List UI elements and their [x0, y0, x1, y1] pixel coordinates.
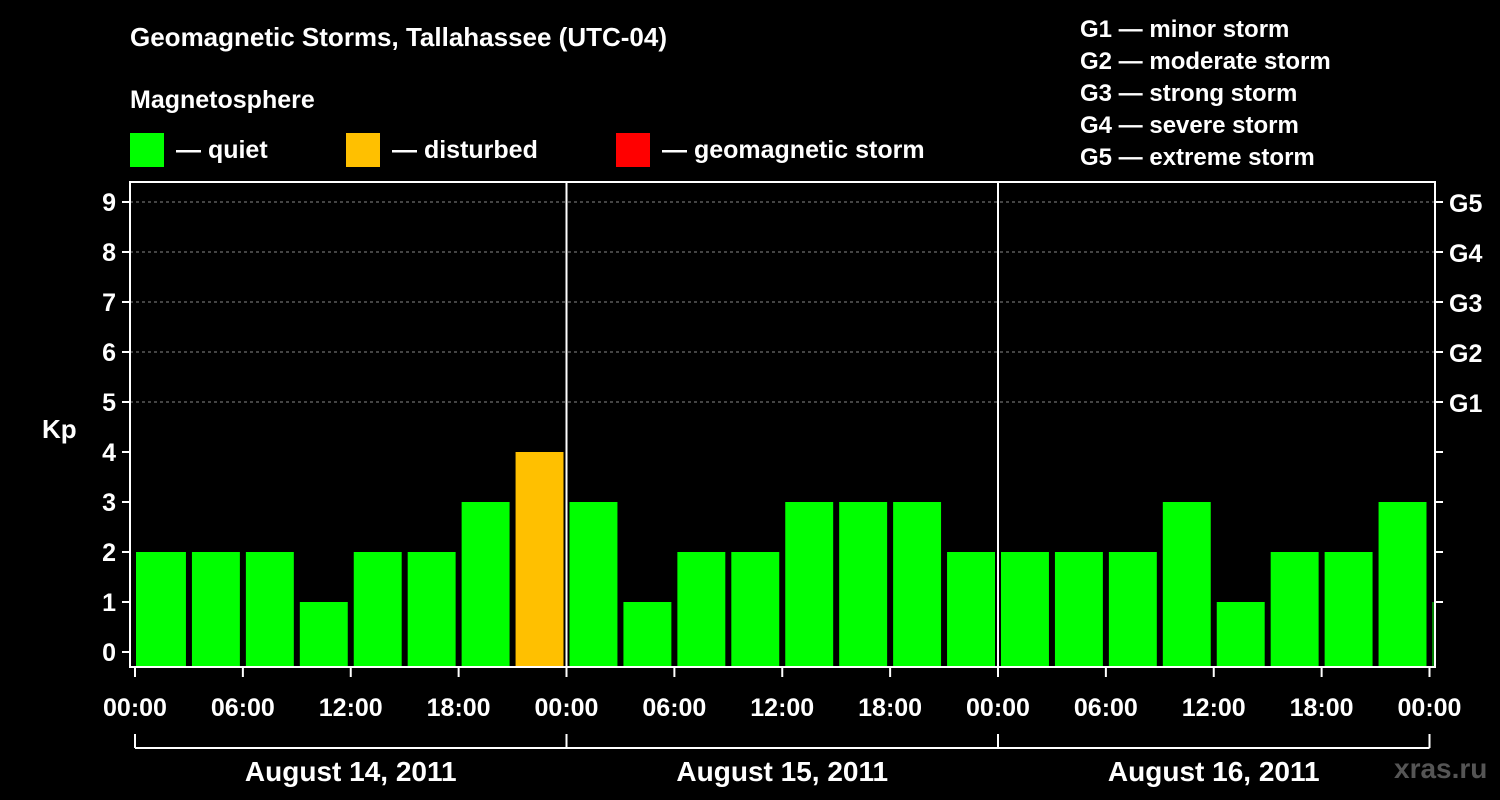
legend-label-storm: — geomagnetic storm	[662, 135, 925, 164]
x-tick-label: 18:00	[427, 694, 491, 722]
kp-bar	[1432, 602, 1434, 667]
kp-bar	[1108, 552, 1157, 667]
y-tick-label: 7	[102, 289, 116, 317]
kp-bar	[893, 502, 942, 667]
kp-bar	[1270, 552, 1319, 667]
x-tick-label: 00:00	[103, 694, 167, 722]
x-tick-label: 00:00	[535, 694, 599, 722]
right-tick-label-g5: G5	[1449, 190, 1482, 218]
y-tick-label: 5	[102, 389, 116, 417]
kp-bar	[1054, 552, 1103, 667]
kp-bar	[136, 552, 186, 667]
g-scale-legend-g3: G3 — strong storm	[1080, 80, 1298, 107]
legend-item-quiet: — quiet	[130, 133, 268, 167]
kp-bar	[623, 602, 672, 667]
kp-bar	[569, 502, 618, 667]
watermark: xras.ru	[1394, 753, 1488, 784]
kp-bar	[461, 502, 510, 667]
kp-bar	[677, 552, 726, 667]
kp-bar	[515, 452, 564, 667]
x-tick-label: 18:00	[858, 694, 922, 722]
g-scale-legend-g4: G4 — severe storm	[1080, 112, 1299, 139]
x-tick-label: 12:00	[319, 694, 383, 722]
kp-bar	[785, 502, 834, 667]
y-tick-label: 4	[102, 439, 116, 467]
day-label: August 16, 2011	[1108, 756, 1320, 787]
plot-frame	[129, 181, 1436, 668]
kp-bar	[299, 602, 348, 667]
kp-bar	[1378, 502, 1427, 667]
y-tick-label: 1	[102, 589, 116, 617]
kp-bar	[1162, 502, 1211, 667]
y-tick-label: 0	[102, 639, 116, 667]
legend-swatch-quiet	[130, 133, 164, 167]
chart-title: Geomagnetic Storms, Tallahassee (UTC-04)	[130, 22, 668, 52]
x-tick-label: 18:00	[1290, 694, 1354, 722]
right-tick-label-g1: G1	[1449, 390, 1482, 418]
x-tick-label: 06:00	[642, 694, 706, 722]
g-scale-legend-g1: G1 — minor storm	[1080, 16, 1290, 43]
x-tick-label: 12:00	[750, 694, 814, 722]
right-tick-label-g4: G4	[1449, 240, 1482, 268]
legend-item-disturbed: — disturbed	[346, 133, 538, 167]
right-tick-label-g2: G2	[1449, 340, 1482, 368]
kp-bar	[1324, 552, 1373, 667]
kp-bar	[191, 552, 240, 667]
kp-bar	[839, 502, 888, 667]
legend-swatch-disturbed	[346, 133, 380, 167]
y-axis-label: Kp	[42, 414, 77, 444]
y-tick-label: 2	[102, 539, 116, 567]
x-tick-label: 12:00	[1182, 694, 1246, 722]
y-tick-label: 6	[102, 339, 116, 367]
kp-bar	[245, 552, 294, 667]
legend-label-quiet: — quiet	[176, 135, 268, 164]
legend-title: Magnetosphere	[130, 86, 315, 114]
legend-label-disturbed: — disturbed	[392, 135, 538, 164]
y-tick-label: 3	[102, 489, 116, 517]
x-tick-label: 00:00	[966, 694, 1030, 722]
kp-bar	[1216, 602, 1265, 667]
x-tick-label: 00:00	[1398, 694, 1462, 722]
right-tick-label-g3: G3	[1449, 290, 1482, 318]
g-scale-legend: G1 — minor storm G2 — moderate storm G3 …	[1080, 14, 1331, 174]
day-label: August 15, 2011	[676, 756, 888, 787]
g-scale-legend-g2: G2 — moderate storm	[1080, 48, 1331, 75]
x-tick-label: 06:00	[1074, 694, 1138, 722]
day-label: August 14, 2011	[245, 756, 457, 787]
legend-swatch-storm	[616, 133, 650, 167]
kp-bar	[407, 552, 456, 667]
g-scale-legend-g5: G5 — extreme storm	[1080, 144, 1315, 171]
legend-item-storm: — geomagnetic storm	[616, 133, 925, 167]
y-tick-label: 8	[102, 239, 116, 267]
kp-bar	[1001, 552, 1049, 667]
kp-bar	[731, 552, 780, 667]
x-tick-label: 06:00	[211, 694, 275, 722]
y-tick-label: 9	[102, 189, 116, 217]
kp-bar	[947, 552, 995, 667]
kp-bar	[353, 552, 402, 667]
